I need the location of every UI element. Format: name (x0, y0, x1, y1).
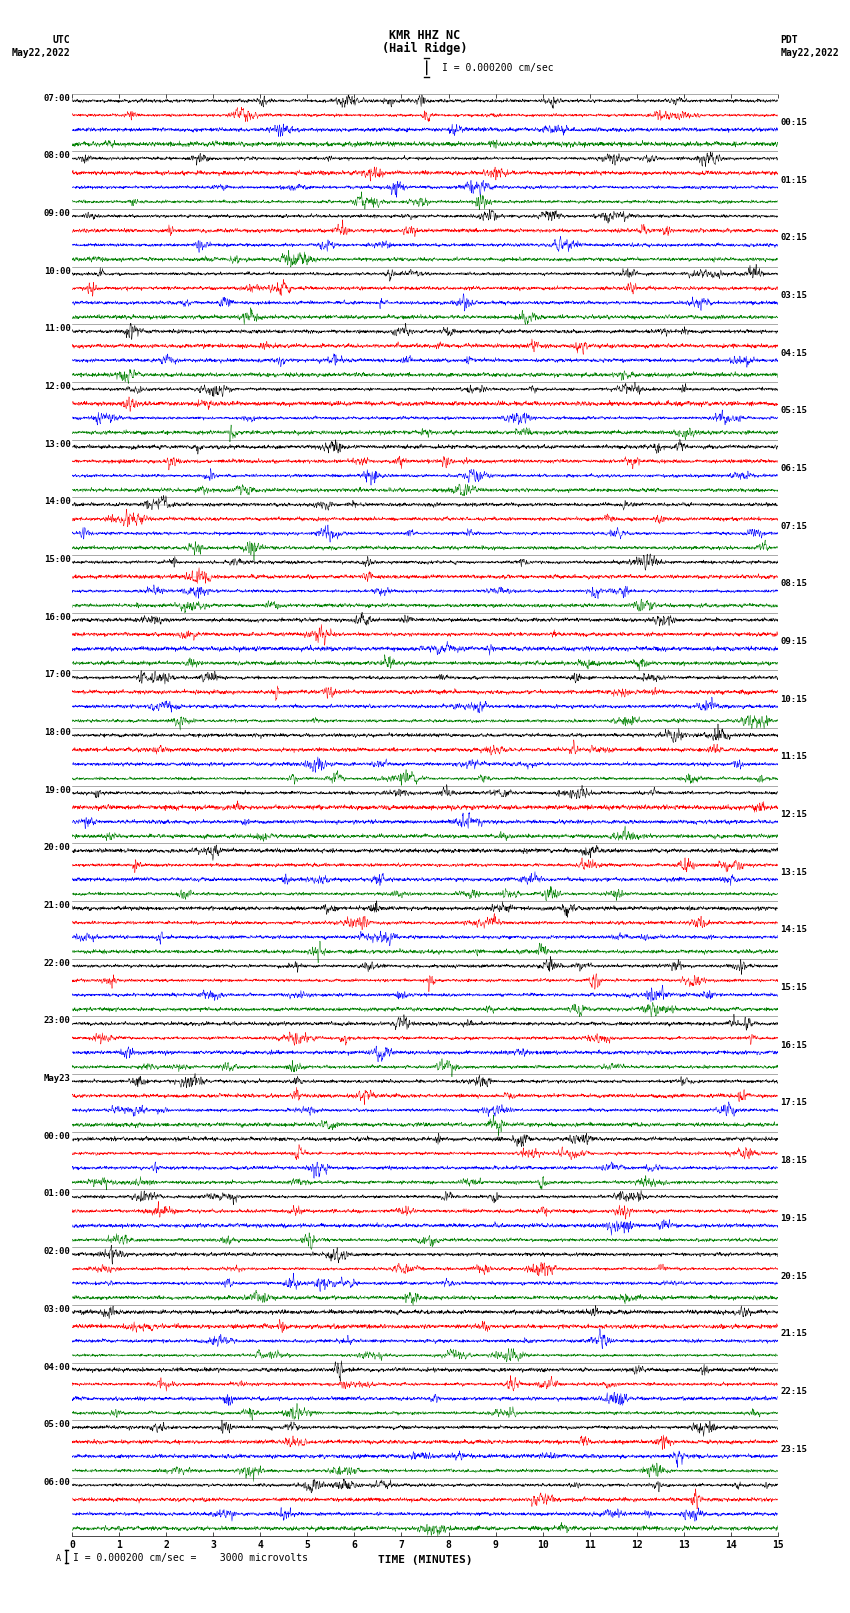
Text: 04:15: 04:15 (780, 348, 808, 358)
Text: 15:00: 15:00 (43, 555, 71, 565)
Text: 20:00: 20:00 (43, 844, 71, 852)
Text: 05:00: 05:00 (43, 1419, 71, 1429)
Text: 17:15: 17:15 (780, 1098, 808, 1108)
Text: 21:15: 21:15 (780, 1329, 808, 1339)
Text: 10:15: 10:15 (780, 695, 808, 703)
Text: 18:00: 18:00 (43, 727, 71, 737)
Text: 16:15: 16:15 (780, 1040, 808, 1050)
Text: 19:15: 19:15 (780, 1215, 808, 1223)
Text: 12:00: 12:00 (43, 382, 71, 390)
Text: 10:00: 10:00 (43, 266, 71, 276)
Text: 13:00: 13:00 (43, 440, 71, 448)
Text: 17:00: 17:00 (43, 671, 71, 679)
Text: 00:15: 00:15 (780, 118, 808, 127)
Text: 08:00: 08:00 (43, 152, 71, 160)
Text: 11:00: 11:00 (43, 324, 71, 334)
Text: 05:15: 05:15 (780, 406, 808, 415)
Text: 18:15: 18:15 (780, 1157, 808, 1165)
Text: 07:15: 07:15 (780, 521, 808, 531)
Text: 07:00: 07:00 (43, 94, 71, 103)
Text: 00:00: 00:00 (43, 1132, 71, 1140)
Text: PDT: PDT (780, 35, 798, 45)
Text: May22,2022: May22,2022 (12, 48, 71, 58)
Text: 02:00: 02:00 (43, 1247, 71, 1257)
Text: KMR HHZ NC: KMR HHZ NC (389, 29, 461, 42)
Text: 09:00: 09:00 (43, 210, 71, 218)
Text: I = 0.000200 cm/sec =    3000 microvolts: I = 0.000200 cm/sec = 3000 microvolts (73, 1553, 308, 1563)
Text: 02:15: 02:15 (780, 234, 808, 242)
Text: 19:00: 19:00 (43, 786, 71, 795)
Text: 12:15: 12:15 (780, 810, 808, 819)
Text: 09:15: 09:15 (780, 637, 808, 647)
Text: 04:00: 04:00 (43, 1363, 71, 1371)
Text: 08:15: 08:15 (780, 579, 808, 589)
Text: 13:15: 13:15 (780, 868, 808, 877)
Text: I = 0.000200 cm/sec: I = 0.000200 cm/sec (442, 63, 553, 73)
Text: 06:00: 06:00 (43, 1478, 71, 1487)
Text: 16:00: 16:00 (43, 613, 71, 621)
Text: 03:00: 03:00 (43, 1305, 71, 1315)
Text: 03:15: 03:15 (780, 290, 808, 300)
Text: 15:15: 15:15 (780, 982, 808, 992)
Text: A: A (55, 1553, 60, 1563)
Text: (Hail Ridge): (Hail Ridge) (382, 42, 468, 55)
Text: 01:00: 01:00 (43, 1189, 71, 1198)
Text: 20:15: 20:15 (780, 1271, 808, 1281)
Text: 14:00: 14:00 (43, 497, 71, 506)
Text: 22:15: 22:15 (780, 1387, 808, 1395)
Text: 01:15: 01:15 (780, 176, 808, 184)
Text: 23:15: 23:15 (780, 1445, 808, 1453)
Text: May23: May23 (43, 1074, 71, 1082)
Text: 22:00: 22:00 (43, 958, 71, 968)
Text: 14:15: 14:15 (780, 926, 808, 934)
Text: UTC: UTC (53, 35, 71, 45)
Text: 11:15: 11:15 (780, 752, 808, 761)
Text: 23:00: 23:00 (43, 1016, 71, 1026)
Text: 06:15: 06:15 (780, 465, 808, 473)
Text: 21:00: 21:00 (43, 902, 71, 910)
Text: May22,2022: May22,2022 (780, 48, 839, 58)
X-axis label: TIME (MINUTES): TIME (MINUTES) (377, 1555, 473, 1565)
